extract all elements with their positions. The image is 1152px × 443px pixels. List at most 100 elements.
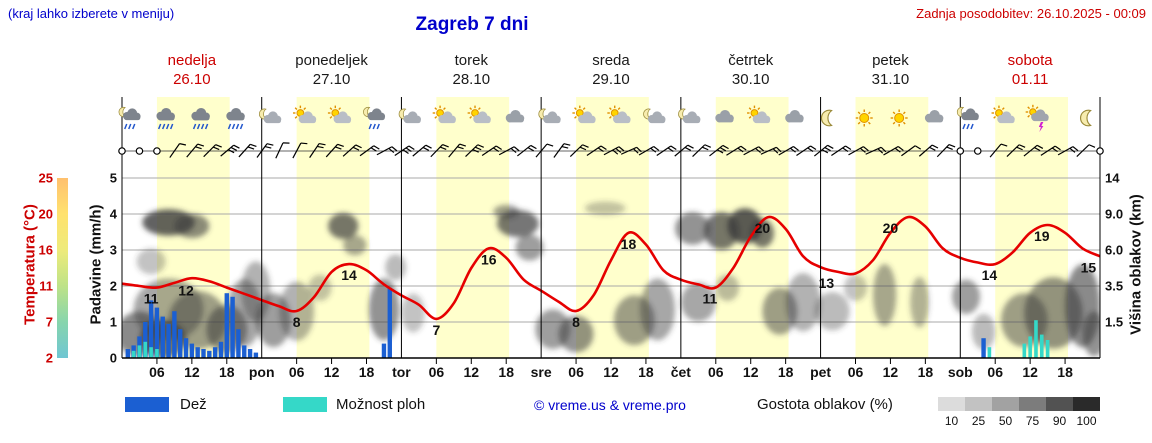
hour-label: 18 <box>918 364 934 380</box>
sun-cloud-icon <box>991 105 1015 124</box>
moon-cloud-icon <box>643 108 666 124</box>
moon-rain-icon <box>363 106 386 130</box>
temperature-point-labels: 11 12 8 14 7 16 8 18 11 20 13 20 14 19 15 <box>144 220 1097 338</box>
showers-legend-swatch <box>283 397 327 412</box>
temperature-color-scale <box>57 178 68 358</box>
cloud-density-scale-labels: 10 25 50 75 90 100 <box>938 414 1100 428</box>
temp-value-label: 14 <box>982 267 998 283</box>
day-name-torek: torek <box>454 52 488 69</box>
cloud-scale-value: 25 <box>971 414 986 428</box>
wind-barb-icon <box>517 144 537 157</box>
hour-label: 06 <box>289 364 305 380</box>
calm-wind-icon <box>956 147 965 155</box>
rain-icon <box>156 108 175 130</box>
cloud-density-scale-bar <box>938 397 1100 411</box>
cloud-icon <box>505 110 525 123</box>
wind-barb-icon <box>865 146 887 155</box>
wind-barb-icon <box>901 145 922 157</box>
precip-tick: 5 <box>110 171 117 186</box>
hour-label: 12 <box>1022 364 1038 380</box>
precip-tick: 0 <box>110 351 117 366</box>
wind-barb-icon <box>292 142 308 159</box>
cloud-tick: 3.5 <box>1105 279 1123 294</box>
day-separators <box>121 97 1101 364</box>
day-abbr-label: sre <box>531 364 552 380</box>
wind-barb-icon <box>186 143 205 158</box>
hour-label: 12 <box>743 364 759 380</box>
weather-icons <box>118 104 1092 132</box>
wind-barb-icon <box>220 144 240 157</box>
calm-wind-icon <box>118 147 126 155</box>
cloud-icon <box>785 110 804 123</box>
rain-legend-label: Dež <box>180 396 207 413</box>
day-date: 26.10 <box>173 71 211 88</box>
day-date: 31.10 <box>871 71 910 88</box>
shower-bars <box>131 320 1050 358</box>
cloud-scale-value: 90 <box>1052 414 1067 428</box>
hour-label: 06 <box>149 364 165 380</box>
hour-label: 12 <box>463 364 479 380</box>
temp-tick: 2 <box>46 351 53 366</box>
cloud-scale-segment <box>1019 397 1046 411</box>
hour-label: 12 <box>603 364 619 380</box>
cloud-density-legend-label: Gostota oblakov (%) <box>757 396 893 413</box>
wind-barb-icon <box>692 144 711 157</box>
hour-label: 18 <box>498 364 514 380</box>
wind-barb-icon <box>760 146 782 155</box>
cloud-scale-segment <box>938 397 965 411</box>
cloud-scale-segment <box>1046 397 1073 411</box>
calm-wind-icon <box>1096 147 1104 155</box>
cloud-scale-segment <box>992 397 1019 411</box>
wind-barb-icon <box>883 145 904 156</box>
moon-icon <box>820 109 833 127</box>
wind-barb-icon <box>743 146 765 156</box>
rain-icon <box>226 108 245 130</box>
wind-barb-icon <box>448 143 466 158</box>
day-name-sobota: sobota <box>1007 52 1053 69</box>
cloud-icon <box>924 110 944 123</box>
wind-barb-icon <box>481 145 502 156</box>
precip-tick: 1 <box>110 315 117 330</box>
wind-barb-icon <box>989 143 1008 158</box>
moon-cloud-icon <box>678 108 701 124</box>
temp-value-label: 15 <box>1081 259 1097 275</box>
temp-value-label: 20 <box>755 220 771 236</box>
wind-barb-icon <box>1057 146 1079 156</box>
day-date: 01.11 <box>1011 71 1049 88</box>
cloud-scale-value: 50 <box>998 414 1013 428</box>
wind-barb-icon <box>586 145 607 156</box>
wind-barb-icon <box>1023 144 1044 157</box>
day-date: 28.10 <box>452 71 491 88</box>
day-date: 30.10 <box>731 71 770 88</box>
sun-cloud-icon <box>432 105 456 124</box>
wind-barb-icon <box>813 144 834 157</box>
copyright-link[interactable]: © vreme.us & vreme.pro <box>534 397 686 413</box>
hour-label: 12 <box>883 364 899 380</box>
wind-barb-icon <box>203 144 222 158</box>
temp-value-label: 12 <box>178 283 194 299</box>
day-abbr-label: čet <box>671 364 692 380</box>
wind-barb-icon <box>674 144 694 157</box>
cloud-icon <box>715 110 734 123</box>
cloud-tick: 14 <box>1105 171 1120 186</box>
sun-icon <box>890 109 908 127</box>
wind-barb-icon <box>831 145 852 156</box>
last-update: Zadnja posodobitev: 26.10.2025 - 00:09 <box>916 6 1146 21</box>
cloud-scale-value: 100 <box>1076 414 1097 428</box>
wind-barb-icon <box>465 144 484 157</box>
day-date: 29.10 <box>592 71 630 88</box>
calm-wind-icon <box>973 147 982 155</box>
temp-value-label: 14 <box>341 267 357 283</box>
sun-cloud-icon <box>607 105 631 124</box>
wind-barb-icon <box>535 143 554 158</box>
wind-barb-icon <box>620 146 642 155</box>
wind-barb-icon <box>848 146 869 156</box>
moon-icon <box>1080 109 1092 127</box>
wind-barb-icon <box>342 144 362 157</box>
hour-label: 18 <box>219 364 235 380</box>
temp-tick: 25 <box>39 171 53 186</box>
hour-label: 18 <box>1057 364 1073 380</box>
moon-cloud-icon <box>538 108 561 124</box>
